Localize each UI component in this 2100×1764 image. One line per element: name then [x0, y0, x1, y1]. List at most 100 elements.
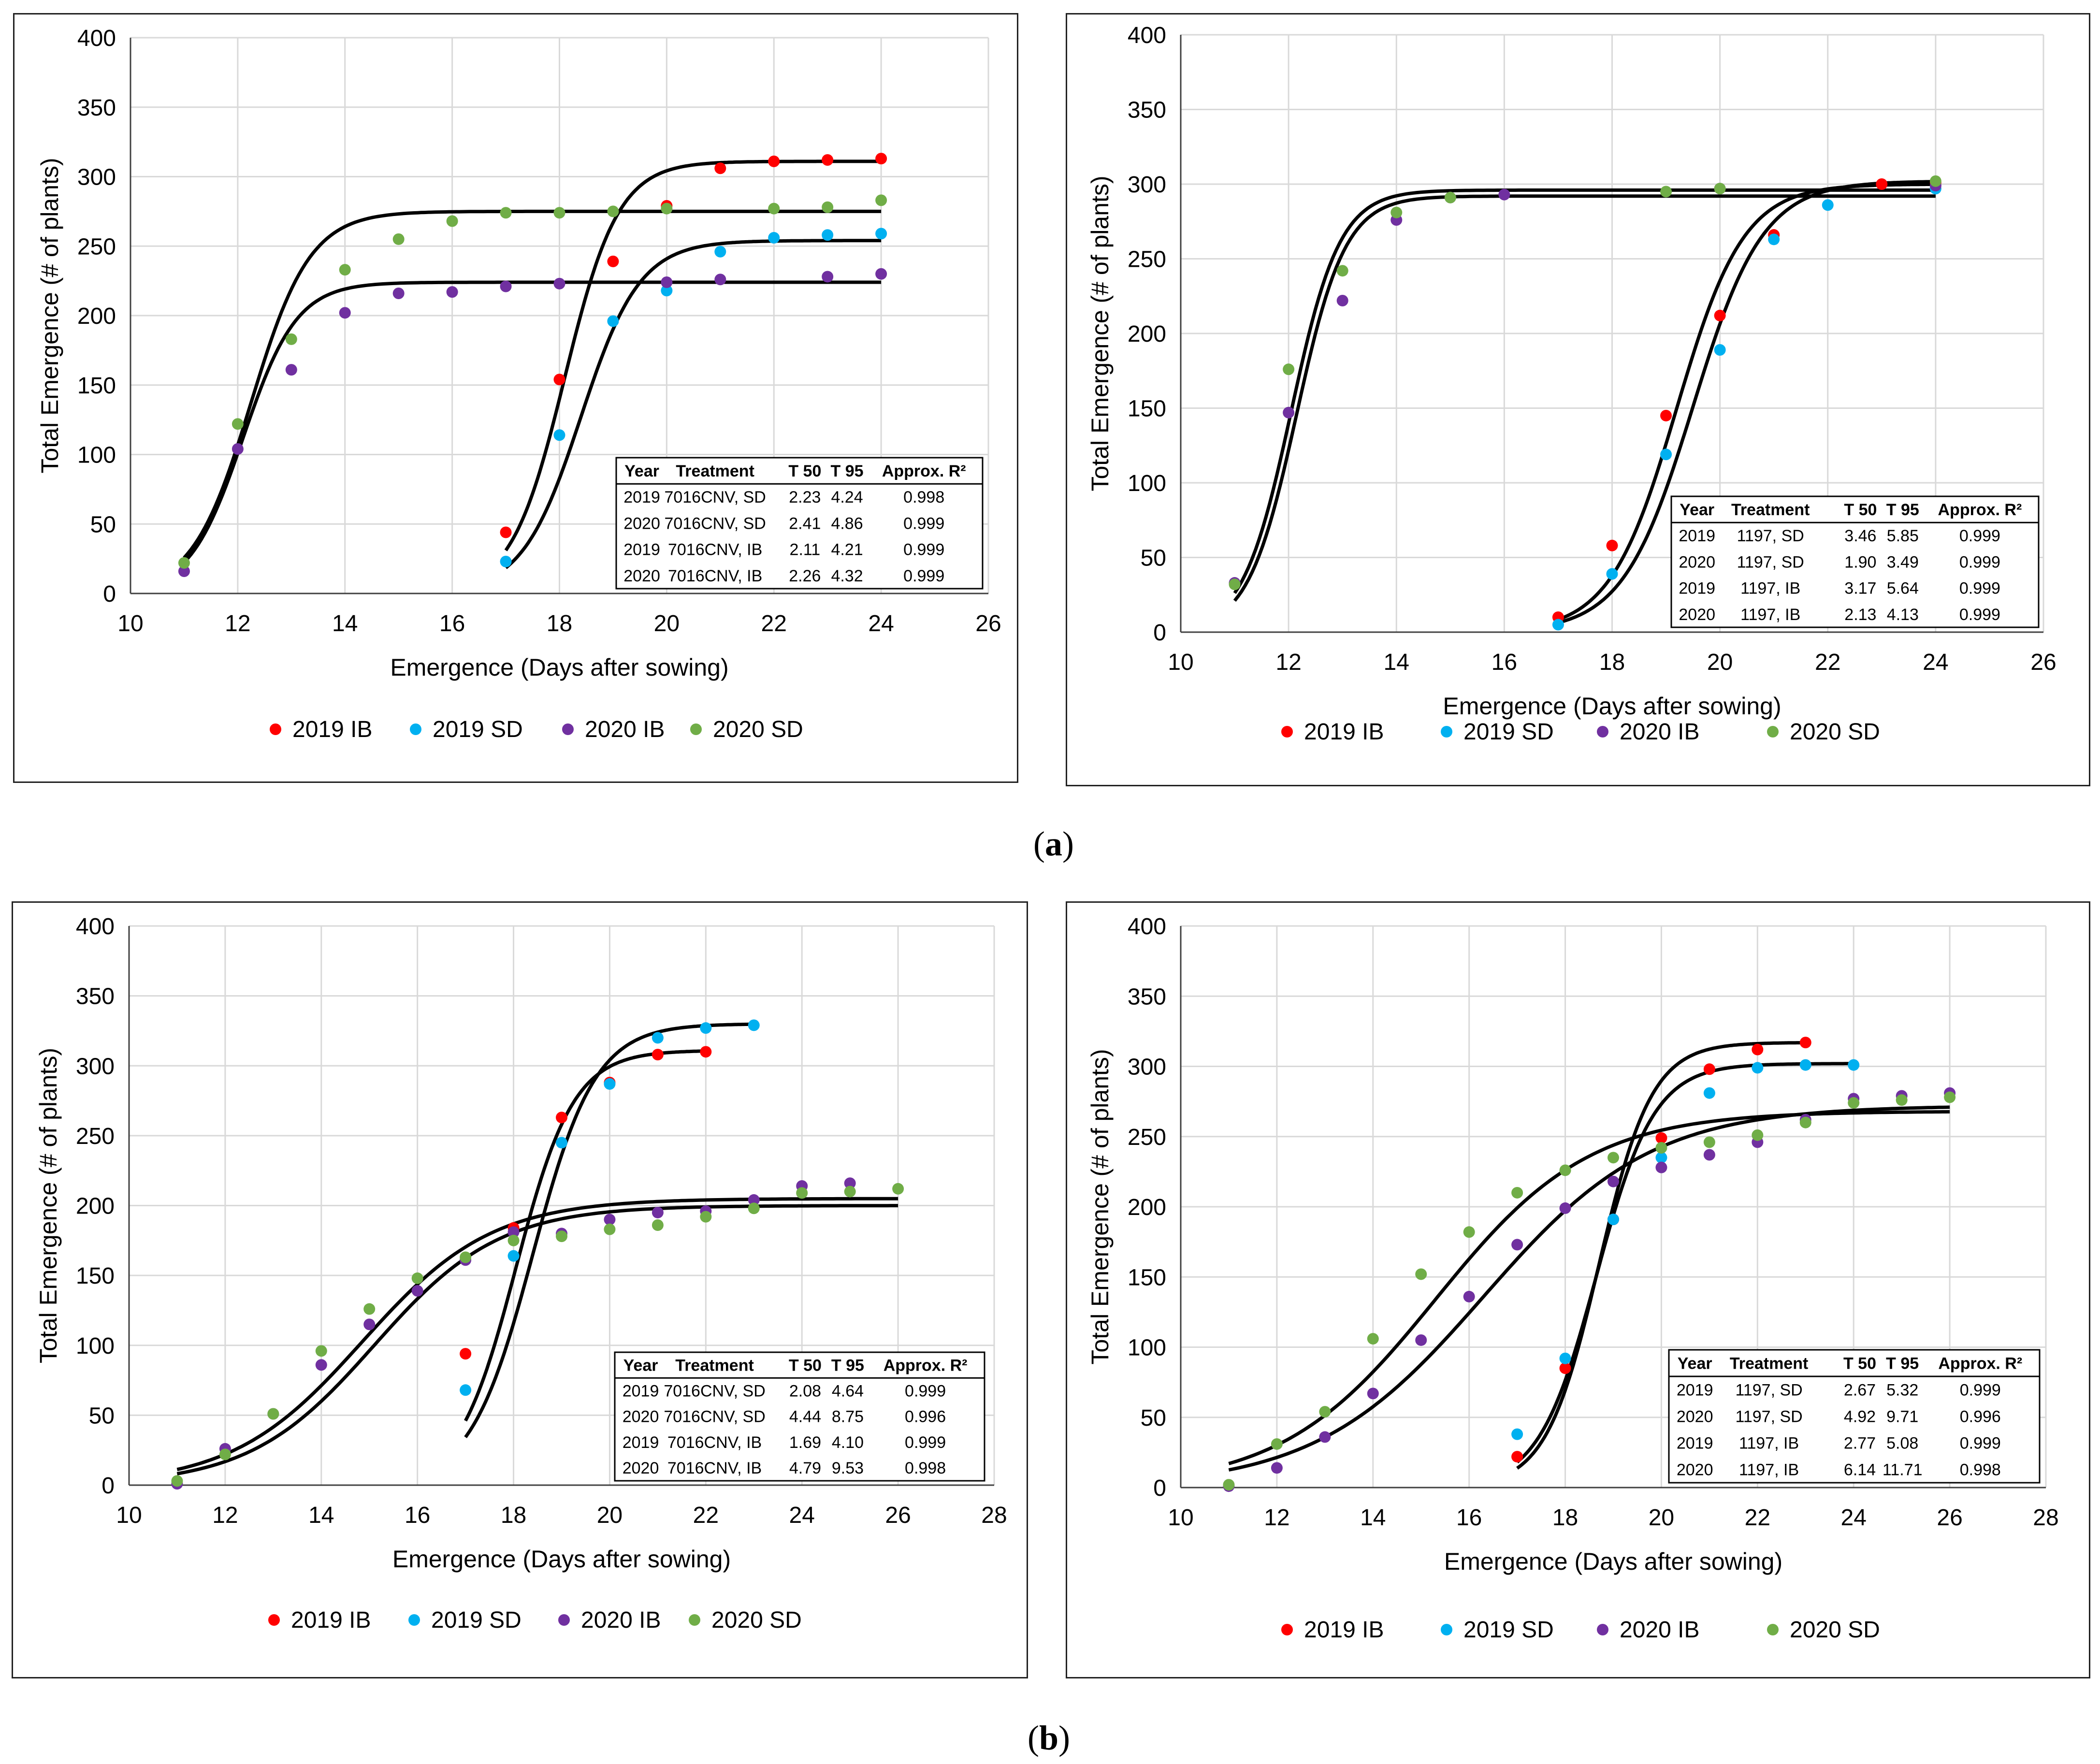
stats-table-cell: 0.999: [1960, 1434, 2001, 1453]
legend-marker: [410, 723, 421, 735]
y-axis-label: Total Emergence (# of plants): [35, 1048, 62, 1363]
panel-label-a: (a): [1033, 824, 1074, 863]
stats-table-cell: 5.08: [1886, 1434, 1918, 1453]
x-tick-label: 24: [868, 611, 894, 636]
data-point: [363, 1303, 376, 1315]
data-point: [500, 207, 512, 219]
legend-marker: [1597, 726, 1608, 737]
data-point: [1660, 448, 1672, 461]
stats-table-cell: 0.999: [1959, 527, 2000, 545]
x-tick-label: 12: [1275, 650, 1301, 675]
chart-a-left: 0 50 100 150 200 250 300 350 400 10 12 14 16 18 20 22 24…: [36, 26, 1001, 742]
stats-table-cell: 1197, SD: [1737, 553, 1804, 571]
legend-label: 2019 IB: [291, 1607, 371, 1633]
fit-curves: [1233, 180, 1936, 624]
x-tick-label: 20: [1707, 650, 1733, 675]
data-point: [285, 364, 297, 376]
stats-table-cell: 2020: [1677, 1408, 1713, 1426]
stats-table-cell: 0.999: [905, 1433, 946, 1452]
x-axis-label: Emergence (Days after sowing): [1443, 693, 1781, 720]
data-point: [1896, 1094, 1908, 1106]
stats-table-cell: 9.71: [1886, 1408, 1918, 1426]
stats-table-header: Treatment: [675, 1356, 754, 1374]
grid: [130, 37, 989, 594]
data-point: [1229, 578, 1241, 591]
y-axis-label: Total Emergence (# of plants): [36, 158, 63, 473]
stats-table-cell: 2020: [1677, 1461, 1713, 1479]
stats-table-header: T 95: [831, 1356, 864, 1374]
data-point: [700, 1046, 712, 1058]
stats-table-cell: 7016CNV, SD: [664, 488, 766, 506]
data-point: [392, 233, 405, 245]
data-point: [1415, 1268, 1427, 1280]
data-point: [1271, 1438, 1283, 1450]
stats-table-cell: 2019: [1679, 579, 1715, 598]
stats-table-cell: 7016CNV, SD: [664, 514, 766, 533]
x-tick-label: 22: [1815, 650, 1840, 675]
stats-table-header: Approx. R²: [1938, 501, 2022, 519]
data-point: [507, 1226, 520, 1238]
chart-panel-a-left: 0 50 100 150 200 250 300 350 400 10 12 14 16 18 20 22 24…: [13, 13, 1018, 783]
data-point: [604, 1214, 616, 1226]
y-tick-label: 300: [1128, 172, 1166, 198]
stats-table-cell: 2020: [623, 1408, 659, 1426]
legend-marker: [1441, 1624, 1452, 1635]
data-point: [1848, 1097, 1860, 1109]
data-point: [652, 1049, 664, 1061]
data-point: [553, 429, 565, 441]
stats-table-cell: 0.996: [1960, 1408, 2001, 1426]
fit-curve: [504, 159, 882, 551]
chart-panel-b-right: 0 50 100 150 200 250 300 350 400 10 12 14 16 18 20 22 24…: [1066, 901, 2090, 1678]
data-point: [1655, 1161, 1667, 1173]
data-point: [822, 229, 834, 241]
y-tick-label: 50: [1141, 546, 1166, 571]
stats-table-header: Year: [624, 462, 659, 480]
legend-marker: [562, 723, 574, 735]
stats-table-cell: 0.999: [903, 514, 944, 533]
data-point: [1752, 1043, 1764, 1056]
y-tick-label: 100: [77, 443, 116, 468]
x-tick-label: 14: [308, 1503, 334, 1528]
legend-label: 2020 SD: [713, 717, 803, 742]
stats-table-cell: 0.999: [903, 541, 944, 559]
data-point: [315, 1359, 327, 1371]
data-point: [1929, 175, 1941, 187]
stats-table-cell: 2020: [1679, 553, 1715, 571]
data-point: [1415, 1334, 1427, 1346]
stats-table-cell: 2.77: [1844, 1434, 1876, 1453]
x-axis-label: Emergence (Days after sowing): [390, 654, 728, 681]
x-tick-label: 24: [789, 1503, 815, 1528]
x-tick-label: 16: [439, 611, 465, 636]
data-point: [700, 1211, 712, 1223]
data-point: [411, 1285, 423, 1297]
y-tick-label: 100: [1128, 471, 1166, 496]
stats-table-cell: 0.998: [1960, 1461, 2001, 1479]
stats-table-cell: 2020: [1679, 606, 1715, 624]
series-2020-sd: [178, 194, 887, 569]
y-tick-label: 150: [1128, 396, 1166, 422]
y-tick-label: 100: [1128, 1335, 1166, 1361]
x-tick-label: 28: [2033, 1505, 2058, 1531]
stats-table: Year Treatment T 50 T 95 Approx. R² 2019 1197,…: [1670, 495, 2040, 628]
data-point: [1799, 1116, 1811, 1128]
legend-marker: [268, 1614, 280, 1626]
data-point: [1703, 1149, 1715, 1161]
x-tick-label: 12: [1264, 1505, 1289, 1531]
data-point: [844, 1177, 856, 1189]
x-tick-label: 10: [116, 1503, 142, 1528]
stats-table-cell: 0.996: [905, 1408, 946, 1426]
data-point: [604, 1223, 616, 1235]
series-2019-sd: [1511, 1059, 1860, 1440]
legend-label: 2019 SD: [431, 1607, 521, 1633]
data-point: [1714, 309, 1726, 321]
x-axis-label: Emergence (Days after sowing): [1444, 1548, 1782, 1575]
stats-table-cell: 4.24: [831, 488, 863, 506]
stats-table-box: [615, 457, 984, 590]
stats-table-cell: 2.11: [790, 541, 821, 559]
stats-table-cell: 3.17: [1844, 579, 1876, 598]
y-tick-label: 350: [1128, 984, 1166, 1010]
stats-table-cell: 1.69: [789, 1433, 821, 1452]
x-tick-label: 16: [1456, 1505, 1482, 1531]
x-tick-label: 12: [212, 1503, 238, 1528]
